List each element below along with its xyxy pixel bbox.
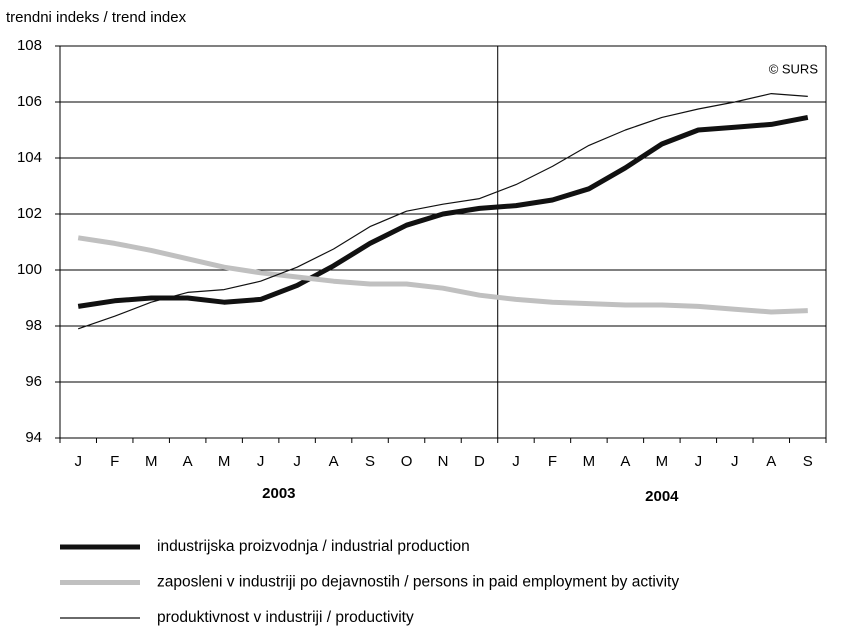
x-tick-label: J xyxy=(731,453,739,470)
x-tick-label: J xyxy=(512,453,520,470)
x-tick-label: J xyxy=(695,453,703,470)
series-line xyxy=(78,92,808,330)
year-label: 2004 xyxy=(645,488,679,505)
y-tick-label: 100 xyxy=(17,261,42,278)
y-tick-label: 96 xyxy=(25,373,42,390)
x-tick-label: S xyxy=(365,453,375,470)
annotation: © SURS xyxy=(769,61,819,76)
x-tick-label: F xyxy=(548,453,557,470)
x-tick-label: O xyxy=(401,453,413,470)
x-tick-label: J xyxy=(74,453,82,470)
y-tick-label: 106 xyxy=(17,93,42,110)
x-tick-label: M xyxy=(145,453,158,470)
x-tick-label: J xyxy=(293,453,301,470)
x-tick-label: M xyxy=(218,453,231,470)
y-tick-label: 94 xyxy=(25,429,42,446)
x-tick-label: N xyxy=(438,453,449,470)
x-tick-label: J xyxy=(257,453,265,470)
series-line xyxy=(77,235,808,315)
series-line xyxy=(77,114,809,309)
y-axis-label: trendni indeks / trend index xyxy=(6,9,187,26)
x-tick-label: D xyxy=(474,453,485,470)
y-tick-label: 104 xyxy=(17,149,42,166)
x-tick-label: M xyxy=(583,453,596,470)
y-tick-label: 98 xyxy=(25,317,42,334)
x-tick-label: A xyxy=(766,453,776,470)
legend-label: produktivnost v industriji / productivit… xyxy=(157,609,414,626)
year-label: 2003 xyxy=(262,485,295,502)
x-tick-label: A xyxy=(329,453,339,470)
x-tick-label: A xyxy=(183,453,193,470)
y-tick-label: 102 xyxy=(17,205,42,222)
legend-label: industrijska proizvodnja / industrial pr… xyxy=(157,538,470,555)
x-tick-label: A xyxy=(620,453,630,470)
legend-label: zaposleni v industriji po dejavnostih / … xyxy=(157,574,679,591)
y-tick-label: 108 xyxy=(17,37,42,54)
x-tick-label: S xyxy=(803,453,813,470)
x-tick-label: M xyxy=(656,453,669,470)
x-tick-label: F xyxy=(110,453,119,470)
